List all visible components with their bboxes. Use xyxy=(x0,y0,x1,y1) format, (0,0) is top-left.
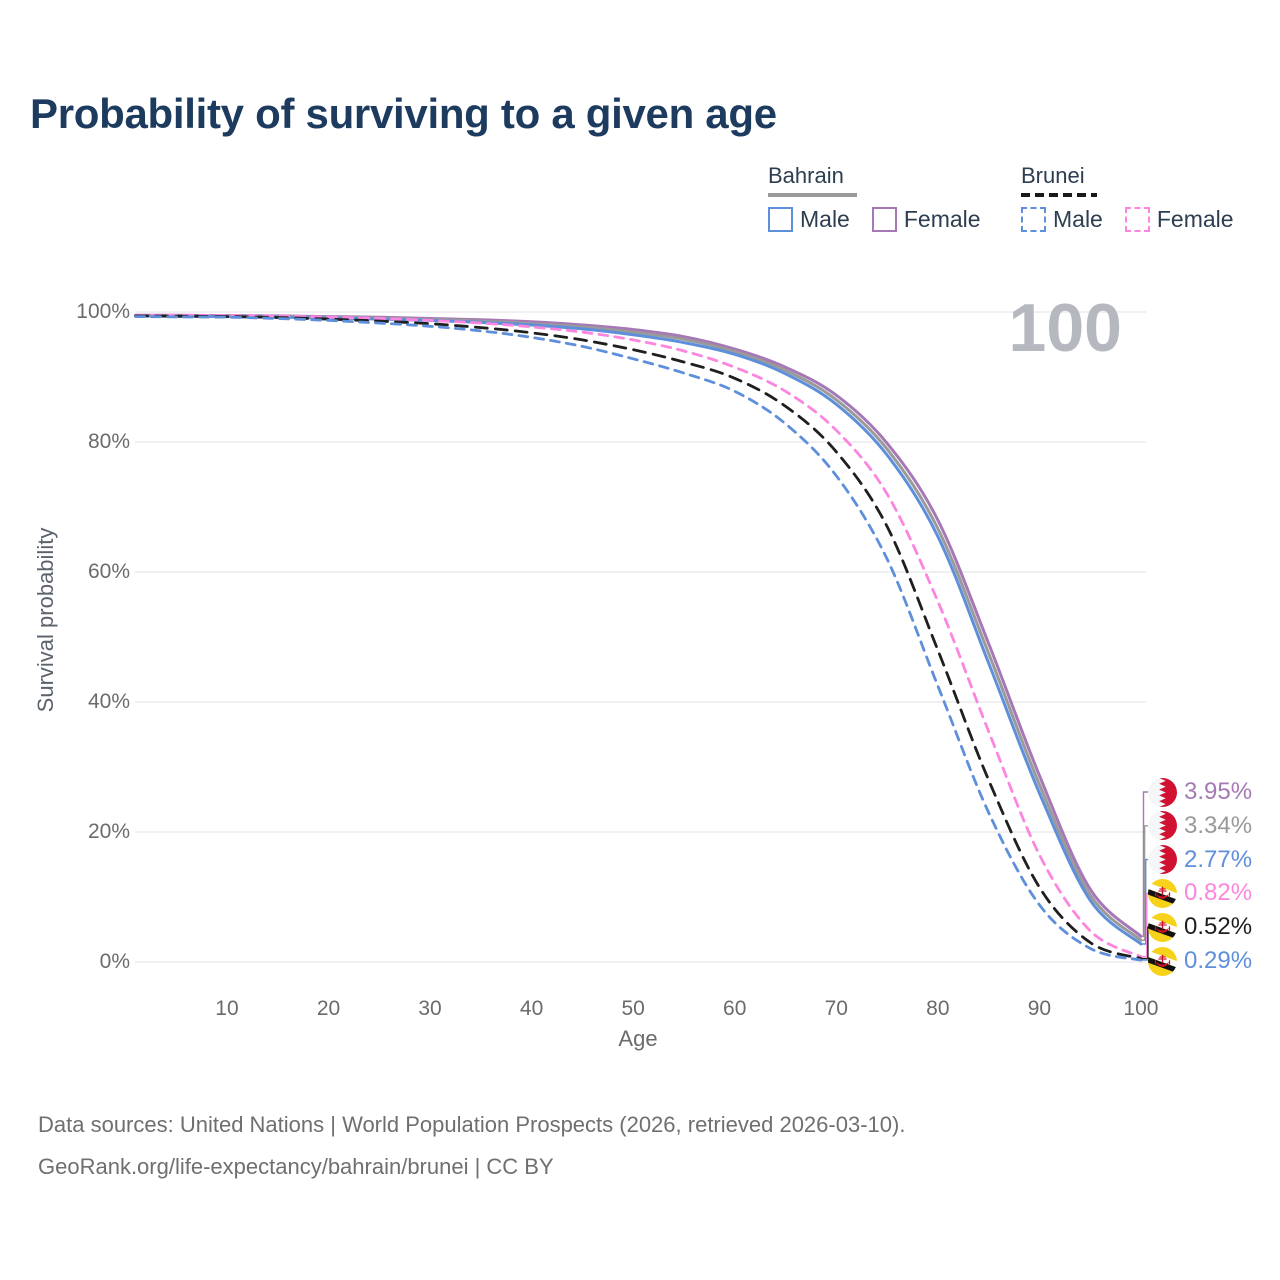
end-label-value: 0.52% xyxy=(1184,913,1253,941)
legend-items-bahrain: Male Female xyxy=(768,206,981,233)
y-tick-label-40: 40% xyxy=(87,690,130,713)
y-axis-title: Survival probability xyxy=(33,527,58,713)
y-tick-label-0: 0% xyxy=(99,950,130,973)
brunei-female-swatch-icon xyxy=(1124,207,1150,232)
legend-label-bahrain-male: Male xyxy=(800,206,850,232)
footer: Data sources: United Nations | World Pop… xyxy=(38,1104,905,1188)
legend-label-brunei-male: Male xyxy=(1053,206,1103,232)
bahrain-male-swatch-icon xyxy=(768,207,793,232)
legend-underline-bahrain xyxy=(768,193,857,197)
brunei-flag-icon xyxy=(1148,946,1177,976)
y-tick-label-100: 100% xyxy=(76,300,130,323)
y-tick-label-60: 60% xyxy=(87,560,130,583)
end-label-value: 3.95% xyxy=(1184,778,1253,805)
x-tick-label-80: 80 xyxy=(926,997,950,1020)
footer-attribution: GeoRank.org/life-expectancy/bahrain/brun… xyxy=(38,1154,554,1179)
brunei-flag-icon xyxy=(1148,912,1177,942)
brunei-male-swatch-icon xyxy=(1021,207,1046,232)
legend-label-brunei-female: Female xyxy=(1156,206,1234,232)
legend-header-bahrain[interactable]: Bahrain xyxy=(768,163,844,188)
bahrain-flag-icon xyxy=(1148,777,1177,807)
watermark-age-100: 100 xyxy=(1008,290,1122,366)
end-label-bahrain-male: 2.77% xyxy=(1148,844,1252,876)
x-tick-label-40: 40 xyxy=(519,997,544,1020)
x-tick-label-70: 70 xyxy=(824,997,848,1020)
end-label-value: 3.34% xyxy=(1184,811,1253,839)
end-label-bahrain-both-sexes: 3.34% xyxy=(1148,810,1252,842)
end-connector-bahrain-male xyxy=(1141,858,1150,945)
bahrain-flag-icon xyxy=(1148,811,1177,841)
bahrain-female-swatch-icon xyxy=(871,207,897,232)
legend-header-brunei[interactable]: Brunei xyxy=(1021,163,1085,188)
legend-item-brunei-female[interactable]: Female xyxy=(1124,206,1234,233)
x-axis-title: Age xyxy=(618,1026,658,1051)
x-tick-label-90: 90 xyxy=(1027,997,1052,1020)
end-connector-bahrain-female xyxy=(1141,791,1150,937)
x-tick-label-60: 60 xyxy=(723,997,747,1020)
x-tick-label-50: 50 xyxy=(621,997,645,1020)
legend-label-bahrain-female: Female xyxy=(903,206,981,232)
y-tick-label-20: 20% xyxy=(87,820,130,843)
legend-item-bahrain-female[interactable]: Female xyxy=(871,206,981,233)
series-line-bahrain-female[interactable] xyxy=(134,313,1143,938)
legend-item-bahrain-male[interactable]: Male xyxy=(768,206,850,233)
footer-data-sources: Data sources: United Nations | World Pop… xyxy=(38,1112,906,1137)
legend-group-bahrain: Bahrain Male Female xyxy=(768,163,981,233)
x-tick-label-30: 30 xyxy=(418,997,442,1020)
series-line-brunei-female[interactable] xyxy=(134,313,1143,959)
end-label-brunei-female: 0.82% xyxy=(1148,877,1252,909)
page-title: Probability of surviving to a given age xyxy=(30,90,777,137)
end-label-brunei-both-sexes: 0.52% xyxy=(1148,911,1252,943)
x-tick-label-100: 100 xyxy=(1123,997,1159,1020)
series-line-brunei-male[interactable] xyxy=(134,315,1143,962)
end-label-value: 0.29% xyxy=(1184,947,1253,974)
x-tick-label-10: 10 xyxy=(215,997,239,1020)
y-tick-label-80: 80% xyxy=(87,430,130,453)
end-label-brunei-male: 0.29% xyxy=(1148,945,1252,977)
bahrain-flag-icon xyxy=(1148,845,1177,875)
series-line-brunei-both-sexes[interactable] xyxy=(134,314,1143,960)
legend-items-brunei: Male Female xyxy=(1021,206,1234,233)
end-label-value: 2.77% xyxy=(1184,845,1253,873)
legend-group-brunei: Brunei Male Female xyxy=(1021,163,1234,233)
end-label-bahrain-female: 3.95% xyxy=(1148,776,1252,808)
x-tick-label-20: 20 xyxy=(316,997,341,1020)
series-line-bahrain-both-sexes[interactable] xyxy=(134,314,1143,942)
series-line-bahrain-male[interactable] xyxy=(134,314,1143,946)
legend-underline-brunei xyxy=(1021,193,1097,197)
brunei-flag-icon xyxy=(1148,878,1177,908)
end-connector-bahrain-both-sexes xyxy=(1141,825,1150,941)
legend-item-brunei-male[interactable]: Male xyxy=(1021,206,1103,233)
end-label-value: 0.82% xyxy=(1184,879,1253,907)
